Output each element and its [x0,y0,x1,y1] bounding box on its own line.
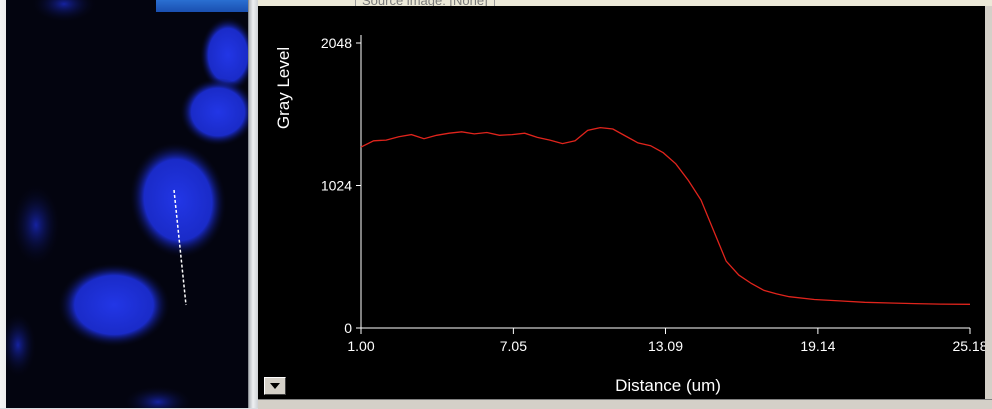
y-tick-label: 2048 [321,35,352,51]
x-tick-label: 7.05 [500,338,527,354]
y-tick-label: 1024 [321,178,352,194]
fluorescence-image[interactable] [6,0,248,408]
x-tick-label: 1.00 [347,338,374,354]
nucleus [200,17,248,93]
x-axis-title: Distance (um) [615,376,721,395]
gray-level-profile-line [360,126,971,305]
x-tick-label: 25.18 [952,338,985,354]
nucleus [6,313,36,377]
line-profile-chart: 0 1024 2048 1.00 7.05 13.09 19.14 25.18 Gray L… [274,35,985,395]
x-tick-label: 13.09 [648,338,683,354]
nucleus [32,0,96,22]
y-axis-title: Gray Level [274,47,293,129]
splitter[interactable] [248,0,259,408]
measurement-line[interactable] [173,189,187,306]
x-tick-label: 19.14 [800,338,835,354]
y-tick-label: 0 [344,320,352,336]
nucleus [12,185,60,265]
status-strip [258,399,992,409]
y-axis: 0 1024 2048 [321,35,362,336]
plot-area [258,6,985,399]
nucleus [180,78,248,146]
chevron-down-icon [270,383,280,389]
nucleus [124,386,192,408]
x-axis: 1.00 7.05 13.09 19.14 25.18 [347,327,985,354]
image-viewer[interactable] [6,0,248,408]
nucleus [58,263,170,347]
options-dropdown-button[interactable] [264,377,286,395]
window-titlebar-fragment [156,0,248,12]
toolbar-strip [258,0,992,6]
window-edge [985,6,992,399]
nucleus [129,142,227,258]
